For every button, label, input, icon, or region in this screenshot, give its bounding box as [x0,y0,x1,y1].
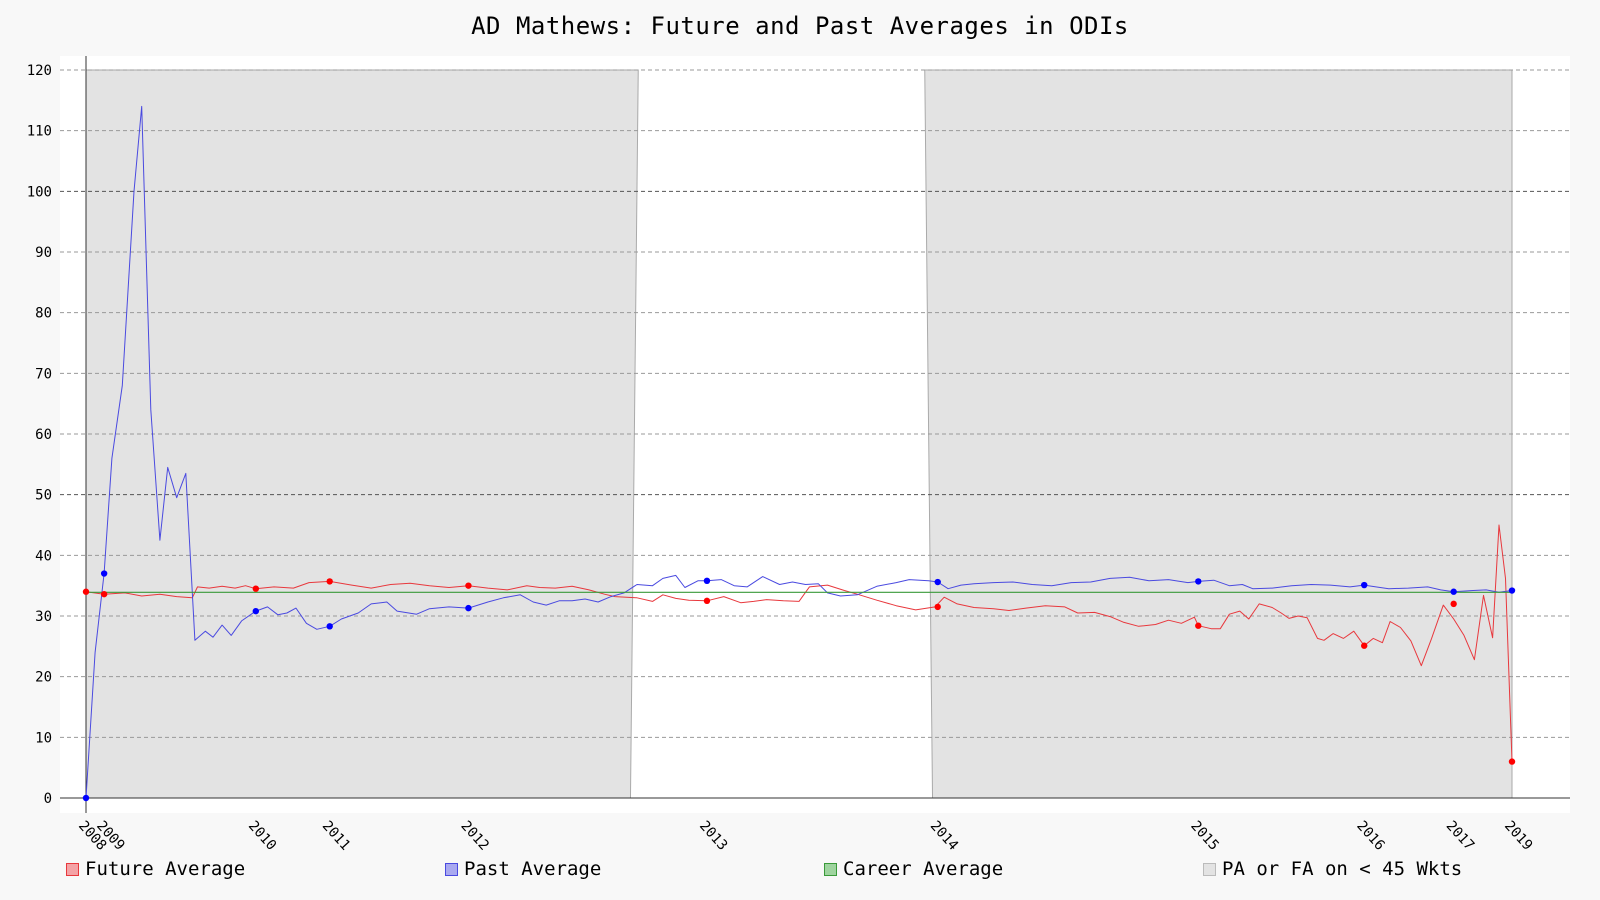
y-tick-label-70: 70 [35,366,52,382]
y-tick-label-10: 10 [35,730,52,746]
marker-past-average-6 [934,578,941,586]
y-tick-label-90: 90 [35,245,52,261]
marker-future-average-6 [934,603,941,611]
marker-past-average-5 [703,577,711,585]
y-tick-label-20: 20 [35,670,52,686]
x-tick-label-2011: 2011 [319,818,353,854]
y-tick-label-30: 30 [35,609,52,625]
legend-swatch [1203,862,1216,876]
marker-past-average-1 [100,570,108,577]
x-tick-label-2015: 2015 [1187,818,1221,854]
y-tick-label-80: 80 [35,306,52,322]
x-tick-label-2012: 2012 [457,818,491,854]
series-line-past-average [85,105,1513,799]
marker-past-average-3 [326,623,333,630]
legend-label: Past Average [464,858,602,880]
legend-item-pa-or-fa-on-45-wkts: PA or FA on < 45 Wkts [1203,858,1462,880]
legend-swatch [445,862,458,876]
x-tick-label-2010: 2010 [245,818,279,854]
marker-future-average-8 [1361,642,1368,649]
marker-past-average-0 [82,794,90,802]
marker-future-average-2 [252,585,260,592]
y-tick-label-60: 60 [35,427,52,443]
legend-item-career-average: Career Average [824,858,1003,880]
y-tick-label-40: 40 [35,548,52,564]
legend-label: Career Average [843,858,1004,880]
x-tick-label-2016: 2016 [1353,818,1387,854]
series-line-future-average [85,524,1513,762]
x-tick-label-2013: 2013 [696,818,730,854]
legend-item-future-average: Future Average [66,858,245,880]
legend-swatch [824,862,837,876]
marker-past-average-2 [252,607,260,615]
marker-future-average-1 [100,590,108,598]
marker-future-average-5 [703,597,711,605]
marker-past-average-8 [1361,581,1368,589]
marker-past-average-4 [465,604,472,612]
chart-title: AD Mathews: Future and Past Averages in … [471,12,1129,40]
y-tick-label-100: 100 [27,184,52,200]
legend-item-past-average: Past Average [445,858,601,880]
legend: Future Average Past Average Career Average… [0,858,1600,888]
y-tick-label-110: 110 [27,124,52,140]
legend-label: PA or FA on < 45 Wkts [1222,858,1463,880]
marker-future-average-0 [82,588,90,595]
x-tick-label-2017: 2017 [1443,818,1477,854]
marker-past-average-9 [1450,588,1457,595]
marker-future-average-4 [465,582,472,589]
marker-future-average-7 [1195,622,1202,629]
x-tick-label-2019: 2019 [1501,818,1535,854]
marker-future-average-9 [1450,600,1457,608]
y-tick-label-120: 120 [27,63,52,79]
marker-past-average-10 [1508,587,1516,594]
y-tick-label-0: 0 [44,791,52,807]
marker-past-average-7 [1195,578,1202,585]
legend-label: Future Average [85,858,246,880]
y-tick-label-50: 50 [35,488,52,504]
x-tick-label-2014: 2014 [927,818,961,854]
marker-future-average-10 [1508,758,1516,765]
legend-swatch [66,862,79,876]
marker-future-average-3 [326,578,333,585]
